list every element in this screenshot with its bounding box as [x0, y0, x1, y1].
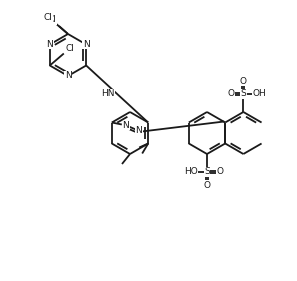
Text: Cl: Cl [65, 44, 74, 53]
Text: N: N [65, 71, 71, 80]
Text: O: O [217, 167, 224, 176]
Text: N: N [46, 40, 53, 49]
Text: S: S [204, 167, 210, 176]
Text: O: O [228, 90, 235, 99]
Text: OH: OH [252, 90, 266, 99]
Text: Cl: Cl [44, 12, 53, 22]
Text: HN: HN [102, 90, 115, 99]
Text: HO: HO [184, 167, 198, 176]
Text: O: O [240, 76, 247, 85]
Text: Cl: Cl [48, 15, 56, 24]
Text: N: N [122, 121, 129, 130]
Text: O: O [203, 180, 211, 189]
Text: N: N [135, 126, 142, 135]
Text: S: S [241, 90, 246, 99]
Text: N: N [83, 40, 90, 49]
